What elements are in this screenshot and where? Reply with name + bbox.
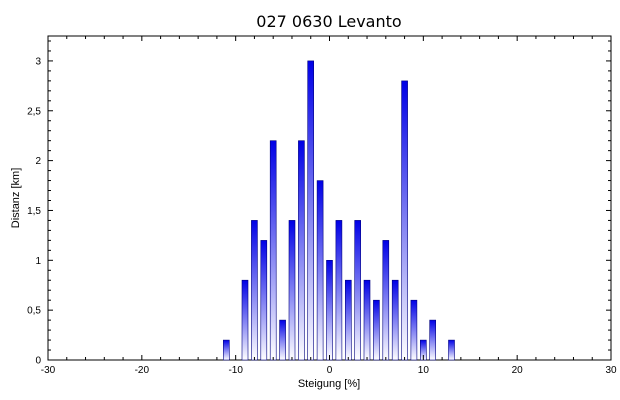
x-tick-label: -30 bbox=[41, 365, 56, 376]
bar-2 bbox=[344, 279, 352, 361]
bar-11 bbox=[429, 319, 437, 361]
y-tick-label: 3 bbox=[35, 56, 41, 67]
bar-13 bbox=[448, 339, 455, 361]
x-tick-label: 0 bbox=[327, 365, 333, 376]
x-tick-label: 30 bbox=[605, 365, 617, 376]
bar-4 bbox=[363, 279, 371, 361]
bar--5 bbox=[279, 319, 286, 361]
y-tick-label: 1,5 bbox=[27, 206, 41, 217]
x-tick-label: 10 bbox=[418, 365, 430, 376]
y-tick-label: 2,5 bbox=[27, 106, 41, 117]
bar-9 bbox=[410, 299, 418, 361]
chart-title: 027 0630 Levanto bbox=[256, 12, 401, 31]
bar-6 bbox=[382, 240, 390, 361]
bar--11 bbox=[223, 339, 230, 361]
bar-7 bbox=[391, 279, 399, 361]
x-axis-label: Steigung [%] bbox=[298, 378, 360, 390]
bar--7 bbox=[260, 240, 268, 361]
bar-5 bbox=[373, 299, 380, 361]
bar-0 bbox=[326, 259, 333, 361]
bar--1 bbox=[316, 180, 324, 361]
y-tick-label: 2 bbox=[35, 156, 41, 167]
bar--3 bbox=[298, 140, 305, 361]
y-tick-label: 1 bbox=[35, 256, 41, 267]
y-axis-ticks: 0 0,5 1 1,5 2 2,5 3 bbox=[27, 40, 611, 367]
y-axis-label: Distanz [km] bbox=[10, 168, 22, 229]
y-tick-label: 0,5 bbox=[27, 306, 41, 317]
bar-8 bbox=[401, 80, 408, 361]
y-tick-label: 0 bbox=[35, 356, 41, 367]
x-tick-label: -10 bbox=[228, 365, 243, 376]
bar-1 bbox=[335, 220, 343, 361]
bar--2 bbox=[307, 60, 315, 361]
x-axis-ticks: -30 -20 -10 0 10 20 30 bbox=[41, 36, 617, 376]
x-tick-label: -20 bbox=[135, 365, 150, 376]
bar-3 bbox=[354, 220, 362, 361]
bars-group bbox=[223, 60, 455, 361]
bar--6 bbox=[269, 140, 277, 361]
bar--4 bbox=[288, 220, 296, 361]
bar--8 bbox=[251, 220, 258, 361]
x-tick-label: 20 bbox=[512, 365, 524, 376]
bar--9 bbox=[241, 279, 249, 361]
